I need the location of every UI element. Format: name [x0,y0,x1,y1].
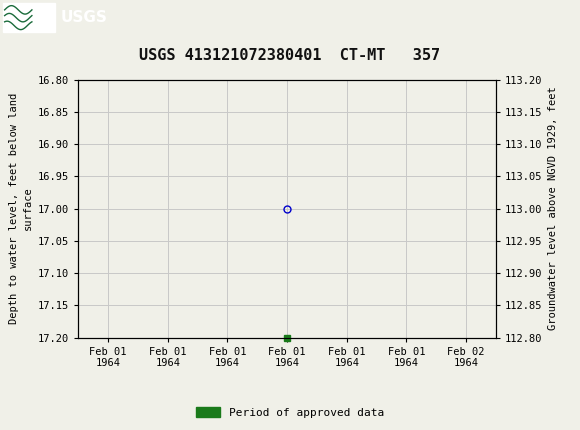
Text: USGS 413121072380401  CT-MT   357: USGS 413121072380401 CT-MT 357 [139,49,441,63]
Text: USGS: USGS [61,10,108,25]
Bar [3,3,55,32]
Y-axis label: Groundwater level above NGVD 1929, feet: Groundwater level above NGVD 1929, feet [548,87,558,330]
Legend: Period of approved data: Period of approved data [191,403,389,422]
Y-axis label: Depth to water level, feet below land
surface: Depth to water level, feet below land su… [9,93,32,324]
